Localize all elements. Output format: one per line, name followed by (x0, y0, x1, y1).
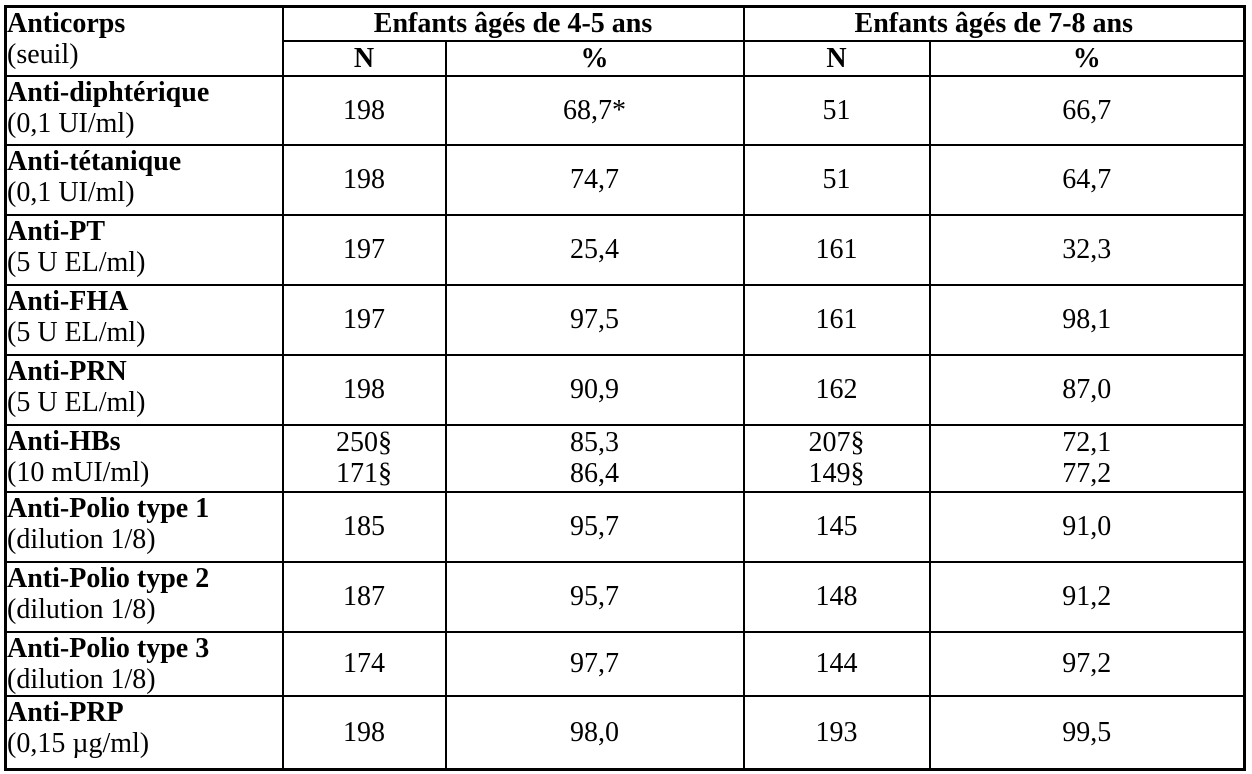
header-anticorps-subtitle: (seuil) (7, 39, 79, 70)
header-group-4-5-ans: Enfants âgés de 4-5 ans (281, 5, 745, 42)
n-4-5-value: 198 (281, 694, 447, 771)
antibody-label: Anti-Polio type 1 (7, 492, 210, 524)
table-row-anti-diphterique: Anti-diphtérique (0,1 UI/ml) 198 68,7* 5… (4, 74, 1246, 146)
antibody-label: Anti-PRN (7, 355, 127, 387)
table-row-anti-prn: Anti-PRN (5 U EL/ml) 198 90,9 162 87,0 (4, 353, 1246, 426)
n-4-5-value: 198 (281, 353, 447, 426)
table-row-anti-tetanique: Anti-tétanique (0,1 UI/ml) 198 74,7 51 6… (4, 143, 1246, 216)
antibody-label: Anti-HBs (7, 425, 121, 457)
n-7-8-value: 161 (742, 283, 931, 356)
antibody-threshold: (dilution 1/8) (7, 523, 156, 555)
antibody-seroprotection-table: Anticorps (seuil) Enfants âgés de 4-5 an… (4, 5, 1247, 771)
antibody-label: Anti-diphtérique (7, 76, 210, 108)
antibody-threshold: (0,1 UI/ml) (7, 107, 135, 139)
table-row-anti-prp: Anti-PRP (0,15 µg/ml) 198 98,0 193 99,5 (4, 694, 1246, 771)
antibody-threshold: (5 U EL/ml) (7, 316, 146, 348)
antibody-name-cell: Anti-tétanique (0,1 UI/ml) (4, 143, 284, 216)
pct-7-8-value: 99,5 (928, 694, 1246, 771)
n-7-8-value: 161 (742, 213, 931, 286)
n-7-8-value: 51 (742, 74, 931, 146)
n-4-5-value: 197 (281, 213, 447, 286)
header-n-4-5: N (281, 39, 447, 77)
table-row-anti-fha: Anti-FHA (5 U EL/ml) 197 97,5 161 98,1 (4, 283, 1246, 356)
n-7-8-value: 207§ 149§ (742, 423, 931, 493)
antibody-threshold: (dilution 1/8) (7, 593, 156, 625)
n-7-8-value: 144 (742, 630, 931, 697)
pct-4-5-value: 85,3 86,4 (444, 423, 745, 493)
n-4-5-value: 198 (281, 74, 447, 146)
table-row-anti-polio-1: Anti-Polio type 1 (dilution 1/8) 185 95,… (4, 490, 1246, 563)
antibody-threshold: (0,1 UI/ml) (7, 176, 135, 208)
antibody-name-cell: Anti-PRP (0,15 µg/ml) (4, 694, 284, 771)
table-row-anti-hbs: Anti-HBs (10 mUI/ml) 250§ 171§ 85,3 86,4… (4, 423, 1246, 493)
table-row-anti-pt: Anti-PT (5 U EL/ml) 197 25,4 161 32,3 (4, 213, 1246, 286)
table-row-anti-polio-2: Anti-Polio type 2 (dilution 1/8) 187 95,… (4, 560, 1246, 633)
pct-7-8-value: 87,0 (928, 353, 1246, 426)
pct-7-8-value: 91,2 (928, 560, 1246, 633)
header-group-row: Anticorps (seuil) Enfants âgés de 4-5 an… (4, 5, 1246, 77)
pct-4-5-value: 74,7 (444, 143, 745, 216)
antibody-threshold: (5 U EL/ml) (7, 246, 146, 278)
antibody-name-cell: Anti-Polio type 2 (dilution 1/8) (4, 560, 284, 633)
table-row-anti-polio-3: Anti-Polio type 3 (dilution 1/8) 174 97,… (4, 630, 1246, 697)
n-4-5-value: 187 (281, 560, 447, 633)
pct-7-8-value: 72,1 77,2 (928, 423, 1246, 493)
pct-7-8-value: 98,1 (928, 283, 1246, 356)
pct-7-8-value: 91,0 (928, 490, 1246, 563)
antibody-name-cell: Anti-HBs (10 mUI/ml) (4, 423, 284, 493)
pct-4-5-value: 97,7 (444, 630, 745, 697)
header-anticorps-title: Anticorps (7, 8, 126, 40)
pct-7-8-value: 32,3 (928, 213, 1246, 286)
antibody-name-cell: Anti-Polio type 3 (dilution 1/8) (4, 630, 284, 697)
header-anticorps-cell: Anticorps (seuil) (4, 5, 284, 77)
pct-7-8-value: 66,7 (928, 74, 1246, 146)
pct-4-5-value: 90,9 (444, 353, 745, 426)
antibody-name-cell: Anti-PT (5 U EL/ml) (4, 213, 284, 286)
header-n-7-8: N (742, 39, 931, 77)
pct-4-5-value: 98,0 (444, 694, 745, 771)
n-4-5-value: 174 (281, 630, 447, 697)
n-7-8-value: 162 (742, 353, 931, 426)
antibody-label: Anti-Polio type 2 (7, 562, 210, 594)
header-group-7-8-ans: Enfants âgés de 7-8 ans (742, 5, 1246, 42)
antibody-label: Anti-FHA (7, 285, 129, 317)
n-4-5-value: 197 (281, 283, 447, 356)
antibody-name-cell: Anti-Polio type 1 (dilution 1/8) (4, 490, 284, 563)
n-7-8-value: 145 (742, 490, 931, 563)
antibody-threshold: (0,15 µg/ml) (7, 727, 150, 759)
antibody-name-cell: Anti-PRN (5 U EL/ml) (4, 353, 284, 426)
header-pct-7-8: % (928, 39, 1246, 77)
n-7-8-value: 148 (742, 560, 931, 633)
n-7-8-value: 193 (742, 694, 931, 771)
pct-4-5-value: 95,7 (444, 560, 745, 633)
n-7-8-value: 51 (742, 143, 931, 216)
antibody-label: Anti-Polio type 3 (7, 632, 210, 664)
pct-4-5-value: 25,4 (444, 213, 745, 286)
antibody-threshold: (5 U EL/ml) (7, 386, 146, 418)
antibody-name-cell: Anti-FHA (5 U EL/ml) (4, 283, 284, 356)
n-4-5-value: 198 (281, 143, 447, 216)
antibody-label: Anti-PRP (7, 696, 124, 728)
pct-4-5-value: 97,5 (444, 283, 745, 356)
n-4-5-value: 185 (281, 490, 447, 563)
header-sub-row: N % N % (6, 39, 1246, 77)
antibody-threshold: (dilution 1/8) (7, 663, 156, 695)
n-4-5-value: 250§ 171§ (281, 423, 447, 493)
pct-7-8-value: 64,7 (928, 143, 1246, 216)
antibody-name-cell: Anti-diphtérique (0,1 UI/ml) (4, 74, 284, 146)
antibody-threshold: (10 mUI/ml) (7, 456, 150, 488)
pct-4-5-value: 68,7* (444, 74, 745, 146)
pct-7-8-value: 97,2 (928, 630, 1246, 697)
header-pct-4-5: % (444, 39, 745, 77)
antibody-label: Anti-tétanique (7, 145, 182, 177)
antibody-label: Anti-PT (7, 215, 106, 247)
pct-4-5-value: 95,7 (444, 490, 745, 563)
